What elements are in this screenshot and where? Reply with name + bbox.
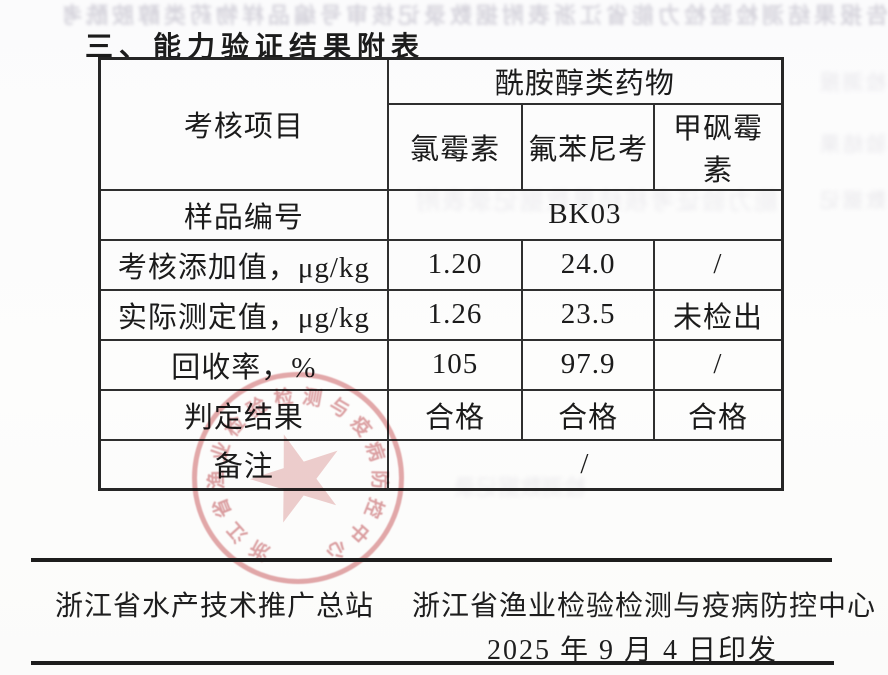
table-row: 实际测定值，μg/kg 1.26 23.5 未检出 xyxy=(98,288,784,341)
row-label-remarks: 备注 xyxy=(98,438,389,491)
row-label-measured-value: 实际测定值，μg/kg xyxy=(98,288,389,341)
remarks-value: / xyxy=(386,438,784,491)
footer-organizations: 浙江省水产技术推广总站 浙江省渔业检验检测与疫病防控中心 xyxy=(55,584,875,624)
bleedthrough-right-mark: 检测报 xyxy=(817,72,886,94)
cell-value: 合格 xyxy=(386,388,524,441)
bleedthrough-top-band: 告报果结测检验检力能省江浙表附据数录记核审号编品样物药类醇胺酰考尼苯氟素霉氯格合 xyxy=(64,3,888,28)
footer-org-primary: 浙江省水产技术推广总站 xyxy=(55,591,375,622)
cell-value: 1.20 xyxy=(386,238,524,291)
table-row: 备注 / xyxy=(98,438,784,491)
drug-header-chloramphenicol: 氯霉素 xyxy=(386,102,524,191)
cell-value: 合格 xyxy=(652,388,784,441)
row-label-recovery-rate: 回收率，% xyxy=(98,338,389,391)
bleedthrough-right-mark: 数据记 xyxy=(817,190,886,212)
bleedthrough-right-mark: 验结果 xyxy=(817,134,886,156)
footer-rule-top xyxy=(31,558,832,562)
table-row: 判定结果 合格 合格 合格 xyxy=(98,388,784,441)
cell-value: 23.5 xyxy=(521,288,655,341)
table-row: 考核添加值，μg/kg 1.20 24.0 / xyxy=(98,238,784,291)
sample-id-value: BK03 xyxy=(386,188,784,241)
table-row: 样品编号 BK03 xyxy=(98,188,784,241)
cell-value: / xyxy=(652,338,784,391)
cell-value: 97.9 xyxy=(521,338,655,391)
corner-header-cell: 考核项目 xyxy=(98,57,389,191)
cell-value: 未检出 xyxy=(652,288,784,341)
table-row: 回收率，% 105 97.9 / xyxy=(98,338,784,391)
row-label-judgement: 判定结果 xyxy=(98,388,389,441)
section-title: 三、能力验证结果附表 xyxy=(85,31,426,62)
footer-rule-bottom xyxy=(31,661,834,665)
cell-value: 105 xyxy=(386,338,524,391)
issue-date: 2025 年 9 月 4 日印发 xyxy=(487,635,779,666)
drug-header-florfenicol: 氟苯尼考 xyxy=(521,102,655,191)
drug-group-header-cell: 酰胺醇类药物 xyxy=(386,57,784,105)
proficiency-results-table: 考核项目 酰胺醇类药物 氯霉素 氟苯尼考 甲砜霉素 样品编号 BK03 考核添加… xyxy=(98,57,784,491)
cell-value: / xyxy=(652,238,784,291)
cell-value: 合格 xyxy=(521,388,655,441)
row-label-spiked-value: 考核添加值，μg/kg xyxy=(98,238,389,291)
cell-value: 1.26 xyxy=(386,288,524,341)
drug-header-thiamphenicol: 甲砜霉素 xyxy=(652,102,784,191)
cell-value: 24.0 xyxy=(521,238,655,291)
row-label-sample-id: 样品编号 xyxy=(98,188,389,241)
footer-org-secondary: 浙江省渔业检验检测与疫病防控中心 xyxy=(412,591,877,622)
